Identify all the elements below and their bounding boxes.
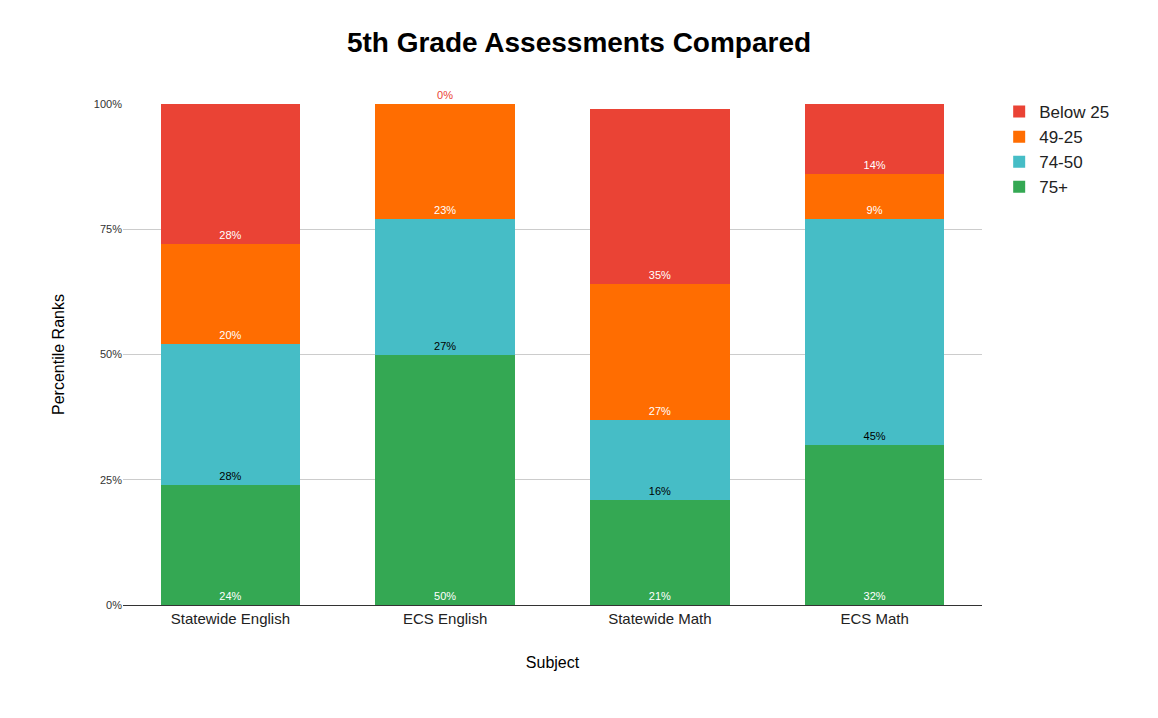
svg-text:27%: 27% — [434, 340, 456, 352]
svg-text:27%: 27% — [649, 405, 671, 417]
svg-text:50%: 50% — [100, 348, 122, 360]
svg-text:28%: 28% — [219, 229, 241, 241]
svg-text:Below 25: Below 25 — [1039, 103, 1109, 122]
svg-text:45%: 45% — [864, 430, 886, 442]
svg-text:0%: 0% — [106, 599, 122, 611]
svg-text:35%: 35% — [649, 269, 671, 281]
svg-text:75+: 75+ — [1039, 178, 1068, 197]
svg-text:50%: 50% — [434, 590, 456, 602]
svg-text:0%: 0% — [437, 89, 453, 101]
svg-text:100%: 100% — [94, 98, 122, 110]
svg-text:25%: 25% — [100, 474, 122, 486]
svg-text:9%: 9% — [867, 204, 883, 216]
svg-text:75%: 75% — [100, 223, 122, 235]
svg-text:ECS Math: ECS Math — [840, 610, 908, 627]
svg-text:14%: 14% — [864, 159, 886, 171]
svg-text:Subject: Subject — [526, 654, 580, 671]
svg-text:24%: 24% — [219, 590, 241, 602]
svg-text:32%: 32% — [864, 590, 886, 602]
svg-text:Statewide Math: Statewide Math — [608, 610, 711, 627]
svg-text:21%: 21% — [649, 590, 671, 602]
svg-text:Percentile Ranks: Percentile Ranks — [50, 294, 67, 415]
svg-text:ECS English: ECS English — [403, 610, 487, 627]
svg-text:28%: 28% — [219, 470, 241, 482]
svg-text:23%: 23% — [434, 204, 456, 216]
svg-text:20%: 20% — [219, 329, 241, 341]
svg-text:16%: 16% — [649, 485, 671, 497]
svg-text:5th Grade Assessments Compared: 5th Grade Assessments Compared — [347, 27, 811, 58]
svg-text:74-50: 74-50 — [1039, 153, 1082, 172]
svg-text:Statewide English: Statewide English — [171, 610, 290, 627]
svg-text:49-25: 49-25 — [1039, 128, 1082, 147]
